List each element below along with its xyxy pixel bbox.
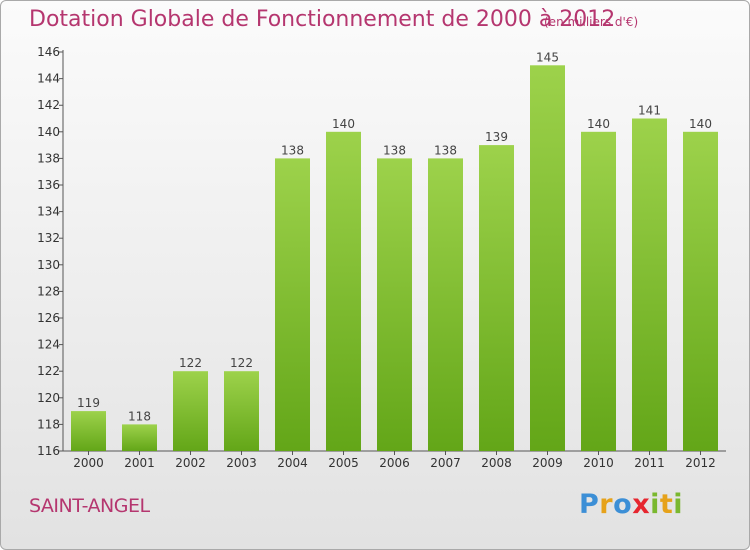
logo-letter: t — [659, 489, 674, 520]
data-label: 138 — [383, 143, 406, 157]
x-tick-label: 2006 — [379, 456, 410, 470]
bar — [173, 371, 208, 451]
x-tick-label: 2009 — [532, 456, 563, 470]
y-tick-label: 118 — [37, 417, 60, 431]
data-label: 138 — [434, 143, 457, 157]
y-tick-label: 138 — [37, 151, 60, 165]
x-tick-label: 2011 — [634, 456, 665, 470]
bar — [479, 145, 514, 451]
x-tick-label: 2010 — [583, 456, 614, 470]
bar — [683, 131, 718, 452]
data-label: 140 — [587, 117, 610, 131]
bar — [530, 65, 565, 452]
logo-letter: i — [650, 489, 660, 520]
bar — [275, 158, 310, 451]
chart-subtitle: (en milliers d'€) — [544, 15, 639, 29]
data-label: 122 — [179, 356, 202, 370]
y-tick-label: 128 — [37, 284, 60, 298]
x-tick-label: 2007 — [430, 456, 461, 470]
y-tick-label: 130 — [37, 258, 60, 272]
bar — [224, 371, 259, 451]
chart-title: Dotation Globale de Fonctionnement de 20… — [29, 7, 616, 32]
data-label: 119 — [77, 396, 100, 410]
data-label: 118 — [128, 409, 151, 423]
y-tick-label: 132 — [37, 231, 60, 245]
logo-letter: P — [579, 489, 600, 520]
bar — [632, 118, 667, 451]
bar — [377, 158, 412, 451]
commune-name: SAINT-ANGEL — [29, 495, 150, 517]
x-tick-label: 2000 — [73, 456, 104, 470]
logo-letter: i — [673, 489, 684, 520]
data-label: 140 — [332, 117, 355, 131]
bar — [71, 411, 106, 451]
x-tick-label: 2002 — [175, 456, 206, 470]
y-tick-label: 124 — [37, 338, 60, 352]
logo-letter: x — [632, 489, 651, 520]
y-tick-label: 126 — [37, 311, 60, 325]
x-tick-label: 2001 — [124, 456, 155, 470]
bar — [326, 131, 361, 452]
y-tick-label: 144 — [37, 72, 60, 86]
logo-letter: o — [613, 489, 633, 520]
x-tick-label: 2012 — [685, 456, 716, 470]
x-tick-label: 2005 — [328, 456, 359, 470]
y-tick-label: 146 — [37, 45, 60, 59]
x-tick-label: 2008 — [481, 456, 512, 470]
bar — [581, 131, 616, 452]
data-label: 122 — [230, 356, 253, 370]
data-label: 139 — [485, 130, 508, 144]
data-label: 140 — [689, 117, 712, 131]
x-tick-label: 2004 — [277, 456, 308, 470]
y-tick-label: 122 — [37, 364, 60, 378]
y-tick-label: 134 — [37, 205, 60, 219]
y-tick-label: 136 — [37, 178, 60, 192]
bar — [122, 424, 157, 451]
y-tick-label: 142 — [37, 98, 60, 112]
proxiti-logo[interactable]: Proxiti — [579, 489, 683, 520]
logo-letter: r — [599, 489, 614, 520]
y-tick-label: 120 — [37, 391, 60, 405]
bar — [428, 158, 463, 451]
y-tick-label: 116 — [37, 444, 60, 458]
data-label: 138 — [281, 143, 304, 157]
x-tick-label: 2003 — [226, 456, 257, 470]
data-label: 145 — [536, 50, 559, 64]
y-tick-label: 140 — [37, 125, 60, 139]
data-label: 141 — [638, 104, 661, 118]
